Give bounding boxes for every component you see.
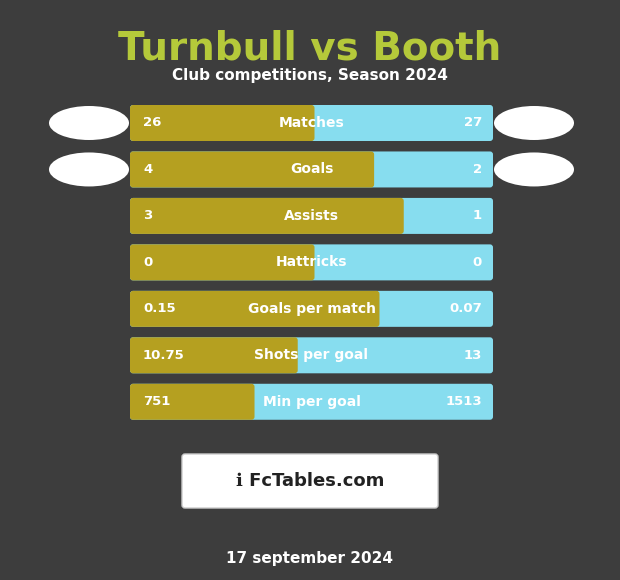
Bar <box>244 387 252 417</box>
Text: 0.07: 0.07 <box>450 302 482 316</box>
Text: 13: 13 <box>464 349 482 362</box>
Text: 26: 26 <box>143 117 161 129</box>
FancyBboxPatch shape <box>130 151 493 187</box>
Text: Min per goal: Min per goal <box>262 395 360 409</box>
Bar <box>286 340 294 370</box>
FancyBboxPatch shape <box>130 384 255 420</box>
Bar <box>392 201 401 231</box>
FancyBboxPatch shape <box>130 384 493 420</box>
Bar <box>304 248 311 277</box>
Ellipse shape <box>49 153 129 186</box>
FancyBboxPatch shape <box>130 105 314 141</box>
FancyBboxPatch shape <box>130 151 374 187</box>
Text: 27: 27 <box>464 117 482 129</box>
Text: 1: 1 <box>473 209 482 222</box>
Text: Shots per goal: Shots per goal <box>254 349 368 362</box>
Text: 0: 0 <box>143 256 153 269</box>
FancyBboxPatch shape <box>130 244 493 280</box>
Text: Matches: Matches <box>278 116 344 130</box>
Text: 10.75: 10.75 <box>143 349 185 362</box>
Bar <box>363 154 371 184</box>
FancyBboxPatch shape <box>182 454 438 508</box>
Bar <box>368 294 376 324</box>
Bar <box>304 108 311 138</box>
FancyBboxPatch shape <box>130 198 404 234</box>
Ellipse shape <box>494 106 574 140</box>
Text: 17 september 2024: 17 september 2024 <box>226 550 394 566</box>
Text: 4: 4 <box>143 163 153 176</box>
Text: Assists: Assists <box>284 209 339 223</box>
Text: 2: 2 <box>473 163 482 176</box>
Text: 3: 3 <box>143 209 153 222</box>
Text: Hattricks: Hattricks <box>276 255 347 269</box>
FancyBboxPatch shape <box>130 244 314 280</box>
FancyBboxPatch shape <box>130 198 493 234</box>
Text: Goals: Goals <box>290 162 333 176</box>
Text: Turnbull vs Booth: Turnbull vs Booth <box>118 30 502 68</box>
Text: Club competitions, Season 2024: Club competitions, Season 2024 <box>172 68 448 83</box>
Ellipse shape <box>49 106 129 140</box>
Text: 1513: 1513 <box>445 395 482 408</box>
Text: 0: 0 <box>472 256 482 269</box>
FancyBboxPatch shape <box>130 291 493 327</box>
FancyBboxPatch shape <box>130 291 379 327</box>
Text: 0.15: 0.15 <box>143 302 175 316</box>
Text: 751: 751 <box>143 395 170 408</box>
FancyBboxPatch shape <box>130 338 298 374</box>
Text: ℹ FcTables.com: ℹ FcTables.com <box>236 472 384 490</box>
FancyBboxPatch shape <box>130 105 493 141</box>
Text: Goals per match: Goals per match <box>247 302 376 316</box>
FancyBboxPatch shape <box>130 338 493 374</box>
Ellipse shape <box>494 153 574 186</box>
